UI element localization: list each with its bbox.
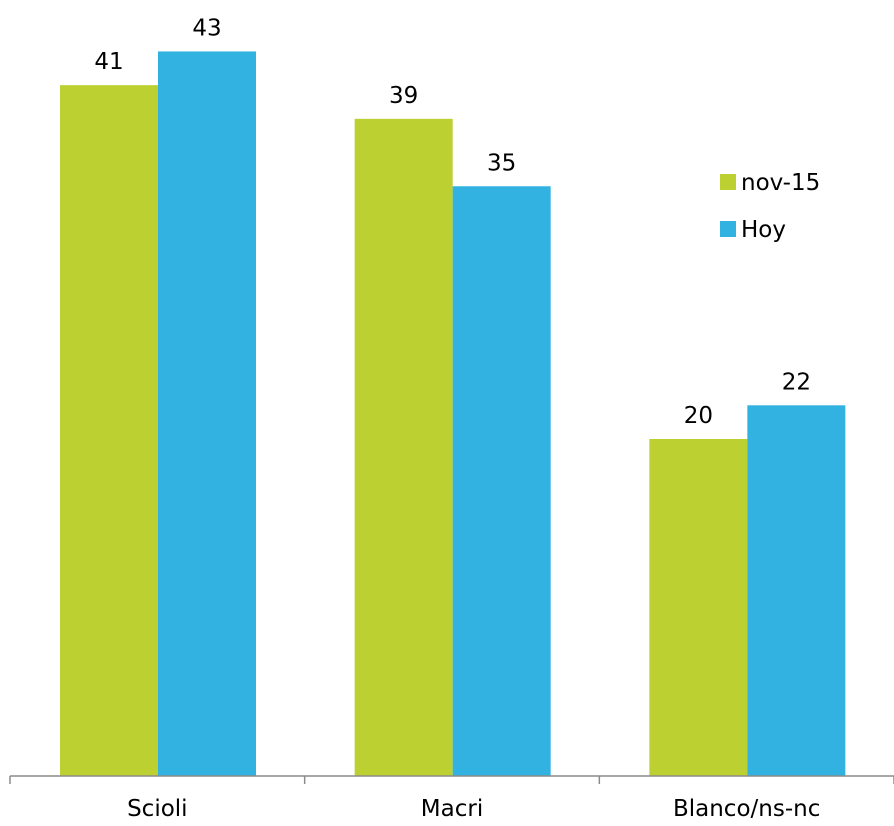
data-label-nov-15-macri: 39: [389, 83, 418, 109]
x-axis: [9, 775, 894, 784]
data-label-hoy-blanco-ns-nc: 22: [782, 369, 811, 395]
legend-label-nov-15: nov-15: [741, 170, 820, 196]
legend-label-hoy: Hoy: [741, 217, 786, 243]
legend-swatch-hoy: [720, 221, 736, 237]
x-tick-labels: Scioli Macri Blanco/ns-nc: [127, 796, 820, 822]
data-labels-layer: 41 43 39 35 20 22: [94, 15, 811, 429]
x-tick-label: Macri: [421, 796, 483, 822]
data-label-hoy-scioli: 43: [192, 15, 221, 41]
data-label-nov-15-scioli: 41: [94, 49, 123, 75]
bar-nov-15-macri: [354, 118, 453, 777]
bars-layer: [60, 51, 846, 777]
bar-nov-15-scioli: [60, 85, 158, 776]
data-label-nov-15-blanco-ns-nc: 20: [684, 403, 713, 429]
legend: nov-15 Hoy: [720, 170, 820, 243]
bar-nov-15-blanco-ns-nc: [649, 439, 748, 776]
x-tick-label: Blanco/ns-nc: [673, 796, 820, 822]
bar-hoy-scioli: [158, 51, 256, 776]
bar-hoy-blanco-ns-nc: [747, 405, 846, 776]
legend-swatch-nov-15: [720, 174, 736, 190]
bar-hoy-macri: [452, 186, 551, 776]
data-label-hoy-macri: 35: [487, 150, 516, 176]
x-tick-label: Scioli: [127, 796, 188, 822]
